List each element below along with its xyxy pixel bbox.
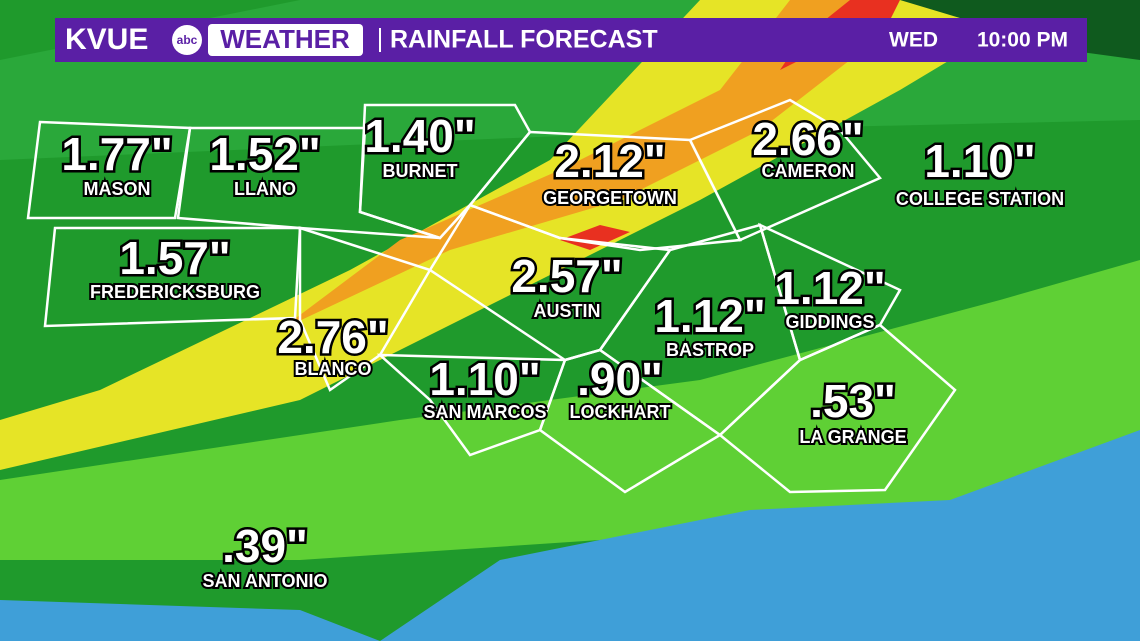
rainfall-amount: 2.66" bbox=[752, 113, 863, 165]
location-name: CAMERON bbox=[762, 161, 855, 181]
location-name: MASON bbox=[84, 179, 151, 199]
title: RAINFALL FORECAST bbox=[390, 26, 658, 54]
rainfall-amount: .39" bbox=[222, 520, 308, 572]
brand: KVUE bbox=[65, 23, 148, 56]
rainfall-amount: 1.12" bbox=[774, 262, 885, 314]
county-border bbox=[26, 120, 192, 220]
location-name: BASTROP bbox=[666, 340, 754, 360]
rainfall-amount: .53" bbox=[810, 375, 896, 427]
blue-area bbox=[380, 430, 1140, 641]
segment: WEATHER bbox=[220, 24, 350, 54]
rainfall-amount: 1.12" bbox=[654, 290, 765, 342]
labels: 1.77"MASON 1.52"LLANO 1.40"BURNET 2.12"GEOR… bbox=[59, 108, 1066, 593]
dark-green-area bbox=[0, 0, 1140, 110]
rainfall-amount: .90" bbox=[577, 353, 663, 405]
light-green-area bbox=[0, 260, 1140, 560]
rainfall-amount: 2.57" bbox=[511, 250, 622, 302]
county-border bbox=[688, 98, 883, 242]
location-name: GIDDINGS bbox=[785, 312, 874, 332]
network-logo bbox=[172, 25, 202, 55]
location-name: SAN MARCOS bbox=[423, 402, 546, 422]
red-area bbox=[560, 225, 630, 250]
location-name: AUSTIN bbox=[534, 301, 601, 321]
location-name: GEORGETOWN bbox=[543, 188, 677, 208]
location-name: BURNET bbox=[383, 161, 458, 181]
location-name: BLANCO bbox=[295, 359, 372, 379]
location-name: LLANO bbox=[234, 179, 296, 199]
segment-box bbox=[208, 24, 363, 56]
county-border bbox=[718, 323, 957, 494]
rainfall-amount: 1.77" bbox=[61, 128, 172, 180]
rainfall-amount: 2.12" bbox=[554, 135, 665, 187]
location-name: SAN ANTONIO bbox=[202, 571, 327, 591]
orange-band bbox=[280, 0, 870, 330]
location-name: LOCKHART bbox=[570, 402, 671, 422]
rainfall-amount: 1.10" bbox=[429, 353, 540, 405]
location-name: COLLEGE STATION bbox=[896, 189, 1064, 209]
location-name: FREDERICKSBURG bbox=[90, 282, 260, 302]
time: 10:00 PM bbox=[977, 29, 1068, 52]
rainfall-amount: 1.57" bbox=[119, 232, 230, 284]
county-border bbox=[538, 348, 723, 494]
rainfall-amount: 1.52" bbox=[209, 128, 320, 180]
blue-area bbox=[0, 600, 380, 641]
rainfall-amount: 2.76" bbox=[277, 311, 388, 363]
rainfall-amount: 1.10" bbox=[924, 135, 1035, 187]
location-name: LA GRANGE bbox=[799, 427, 906, 447]
rainfall-amount: 1.40" bbox=[364, 110, 475, 162]
county-border bbox=[298, 226, 432, 392]
county-border bbox=[43, 226, 302, 328]
county-border bbox=[376, 353, 567, 457]
network: abc bbox=[177, 33, 198, 47]
day: WED bbox=[889, 29, 938, 52]
